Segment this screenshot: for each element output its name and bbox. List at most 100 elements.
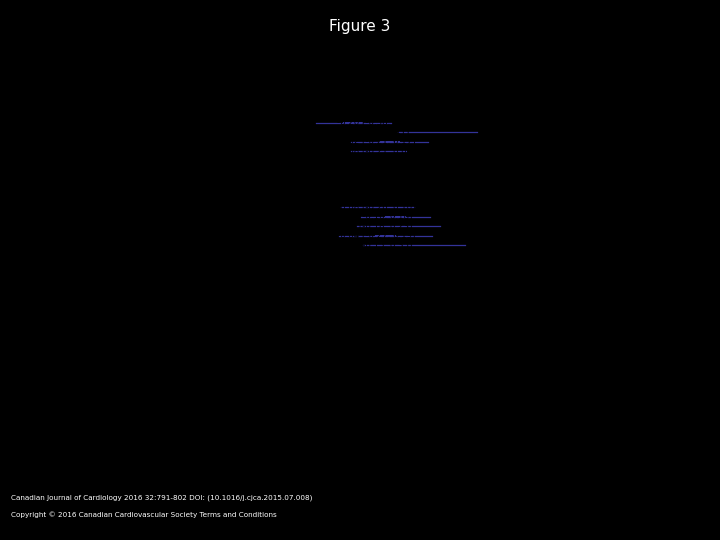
Text: -0.02 [-0.21, 0.17]: -0.02 [-0.21, 0.17]	[337, 137, 415, 146]
Text: 27.8%: 27.8%	[281, 212, 308, 221]
Text: 15: 15	[175, 118, 186, 127]
Text: -0.08 [-0.21, 0.06]: -0.08 [-0.21, 0.06]	[337, 146, 415, 156]
Text: PVI+: PVI+	[184, 93, 209, 102]
Text: Dixit 2012: Dixit 2012	[109, 118, 153, 127]
Text: Total: Total	[269, 100, 292, 109]
Text: -0.5: -0.5	[284, 391, 300, 400]
Text: 51: 51	[204, 118, 215, 127]
Text: 40: 40	[175, 203, 186, 212]
Bar	[404, 245, 424, 246]
Text: 100.0%: 100.0%	[273, 156, 308, 165]
Text: 26: 26	[175, 222, 186, 231]
Text: 23.8%: 23.8%	[281, 137, 308, 146]
Polygon shape	[357, 158, 420, 163]
Text: 1: 1	[594, 391, 599, 400]
Text: 181: 181	[258, 251, 276, 259]
Bar	[343, 122, 363, 123]
Bar	[385, 217, 405, 218]
Text: Nuhrich 2014: Nuhrich 2014	[109, 231, 168, 240]
Text: Test for subgroup differences: Chi² = 0.04, df = 1 (P = 0.84); I² = 0%: Test for subgroup differences: Chi² = 0.…	[109, 285, 384, 294]
Text: 1.2.2 Paroxysmal atrial fibrillation: 1.2.2 Paroxysmal atrial fibrillation	[109, 193, 264, 202]
Text: 34: 34	[204, 222, 215, 231]
Text: 48: 48	[265, 127, 276, 137]
Text: M-H, Random, 95% CI: M-H, Random, 95% CI	[328, 100, 426, 109]
Text: 55: 55	[265, 118, 276, 127]
Text: 25: 25	[236, 146, 247, 156]
Text: 12.9%: 12.9%	[281, 241, 308, 250]
Text: 0.10 [-0.15, 0.35]: 0.10 [-0.15, 0.35]	[337, 241, 412, 250]
Text: 214: 214	[258, 156, 276, 165]
Text: 0.22 [0.02, 0.41]: 0.22 [0.02, 0.41]	[337, 127, 409, 137]
Text: 30: 30	[175, 127, 186, 137]
Text: 207: 207	[197, 251, 215, 259]
Text: Favours PVI: Favours PVI	[310, 396, 355, 406]
Text: 126: 126	[230, 260, 247, 269]
Text: 0.02 [-0.18, 0.23]: 0.02 [-0.18, 0.23]	[337, 222, 412, 231]
Text: 34.1%: 34.1%	[281, 203, 308, 212]
Text: 1.2.1 Non-paroxysmal atrial fibrillation: 1.2.1 Non-paroxysmal atrial fibrillation	[109, 109, 285, 118]
Text: 15.7%: 15.7%	[281, 231, 308, 240]
Text: -0.04 [-0.27, 0.19]: -0.04 [-0.27, 0.19]	[337, 231, 415, 240]
Text: Test for overall effect: Z = 0.13 (P = 0.90): Test for overall effect: Z = 0.13 (P = 0…	[109, 276, 277, 285]
Text: 22: 22	[175, 231, 186, 240]
Text: Deisenhofer 2009: Deisenhofer 2009	[109, 212, 186, 221]
Text: Risk Difference: Risk Difference	[536, 93, 613, 102]
Bar	[387, 226, 408, 227]
Bar	[428, 132, 449, 133]
Text: 24.4%: 24.4%	[281, 118, 308, 127]
Text: 100.0%: 100.0%	[273, 251, 308, 259]
Text: 48: 48	[265, 212, 276, 221]
Text: -0.20 [-0.38, -0.01]: -0.20 [-0.38, -0.01]	[337, 118, 418, 127]
Text: 35: 35	[265, 203, 276, 212]
Text: PVI: PVI	[257, 93, 274, 102]
Text: Oral 2004: Oral 2004	[109, 241, 152, 250]
Text: 144: 144	[170, 260, 186, 269]
Text: Total events: Total events	[109, 166, 161, 174]
Text: 50: 50	[204, 137, 215, 146]
Text: 0: 0	[391, 391, 396, 400]
Text: -0.08 [-0.26, 0.10]: -0.08 [-0.26, 0.10]	[337, 203, 415, 212]
Text: 23.4%: 23.4%	[281, 127, 308, 137]
Text: 30: 30	[204, 241, 215, 250]
Text: Di Biase 2009: Di Biase 2009	[109, 222, 169, 231]
Text: Subtotal (95% CI): Subtotal (95% CI)	[109, 251, 194, 259]
Bar	[375, 235, 395, 237]
Text: 19.6%: 19.6%	[281, 222, 308, 231]
Text: Total events: Total events	[109, 260, 161, 269]
Text: Weight: Weight	[300, 100, 332, 109]
Text: 27: 27	[236, 203, 247, 212]
Text: -1: -1	[186, 391, 194, 400]
Text: Heterogeneity: Tau² = 0.00; Chi² = 1.53, df = 4 (P = 0.82); I² = 0%: Heterogeneity: Tau² = 0.00; Chi² = 1.53,…	[109, 268, 375, 278]
Text: Heterogeneity: Tau² = 0.02; Chi² = 9.37, df = 3 (P = 0.02); I² = 70%: Heterogeneity: Tau² = 0.02; Chi² = 9.37,…	[109, 174, 380, 183]
Text: 15: 15	[236, 241, 247, 250]
Text: 144: 144	[170, 166, 186, 174]
Text: 18: 18	[236, 137, 247, 146]
Text: 81: 81	[175, 146, 186, 156]
Text: Favours PMI+: Favours PMI+	[428, 396, 480, 406]
Text: -0.01 [-0.10, 0.08]: -0.01 [-0.10, 0.08]	[337, 251, 424, 259]
Text: Total: Total	[202, 100, 225, 109]
Bar	[367, 151, 387, 152]
Text: Events: Events	[172, 100, 202, 109]
Text: 58: 58	[204, 203, 215, 212]
Text: 36: 36	[236, 212, 247, 221]
Polygon shape	[373, 252, 410, 258]
Text: Risk Difference: Risk Difference	[343, 93, 420, 102]
Text: 26: 26	[236, 222, 247, 231]
Text: 0.01 [-0.16, 0.18]: 0.01 [-0.16, 0.18]	[337, 212, 412, 221]
Text: 10: 10	[175, 241, 186, 250]
Text: 35: 35	[265, 222, 276, 231]
Text: Oral 2009: Oral 2009	[109, 137, 152, 146]
Text: 22: 22	[236, 231, 247, 240]
Text: -0.02 [-0.18, 0.13]: -0.02 [-0.18, 0.13]	[337, 156, 425, 165]
Text: 28.4%: 28.4%	[281, 146, 308, 156]
Text: 36: 36	[175, 212, 186, 221]
Text: N-H, Random, 95% CI: N-H, Random, 95% CI	[519, 100, 616, 109]
Text: 35: 35	[204, 231, 215, 240]
Text: Subtotal (95% CI): Subtotal (95% CI)	[109, 156, 194, 165]
Text: 30: 30	[265, 241, 276, 250]
Bar	[367, 207, 387, 208]
Text: 0.5: 0.5	[489, 391, 501, 400]
Text: 50: 50	[204, 212, 215, 221]
Text: Verma 2015: Verma 2015	[109, 146, 161, 156]
